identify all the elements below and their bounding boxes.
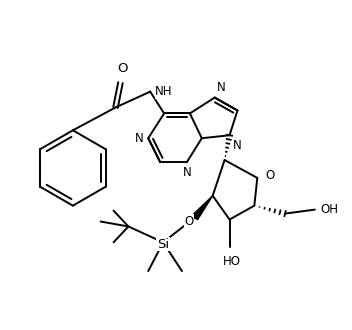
Text: O: O bbox=[184, 214, 194, 228]
Text: O: O bbox=[117, 62, 128, 75]
Text: O: O bbox=[265, 169, 275, 182]
Text: OH: OH bbox=[321, 203, 339, 216]
Text: Si: Si bbox=[157, 238, 169, 251]
Text: N: N bbox=[183, 166, 191, 179]
Polygon shape bbox=[192, 196, 213, 220]
Text: HO: HO bbox=[222, 255, 240, 268]
Text: N: N bbox=[134, 132, 143, 145]
Text: N: N bbox=[216, 81, 225, 94]
Text: N: N bbox=[233, 139, 241, 152]
Text: NH: NH bbox=[155, 85, 173, 98]
